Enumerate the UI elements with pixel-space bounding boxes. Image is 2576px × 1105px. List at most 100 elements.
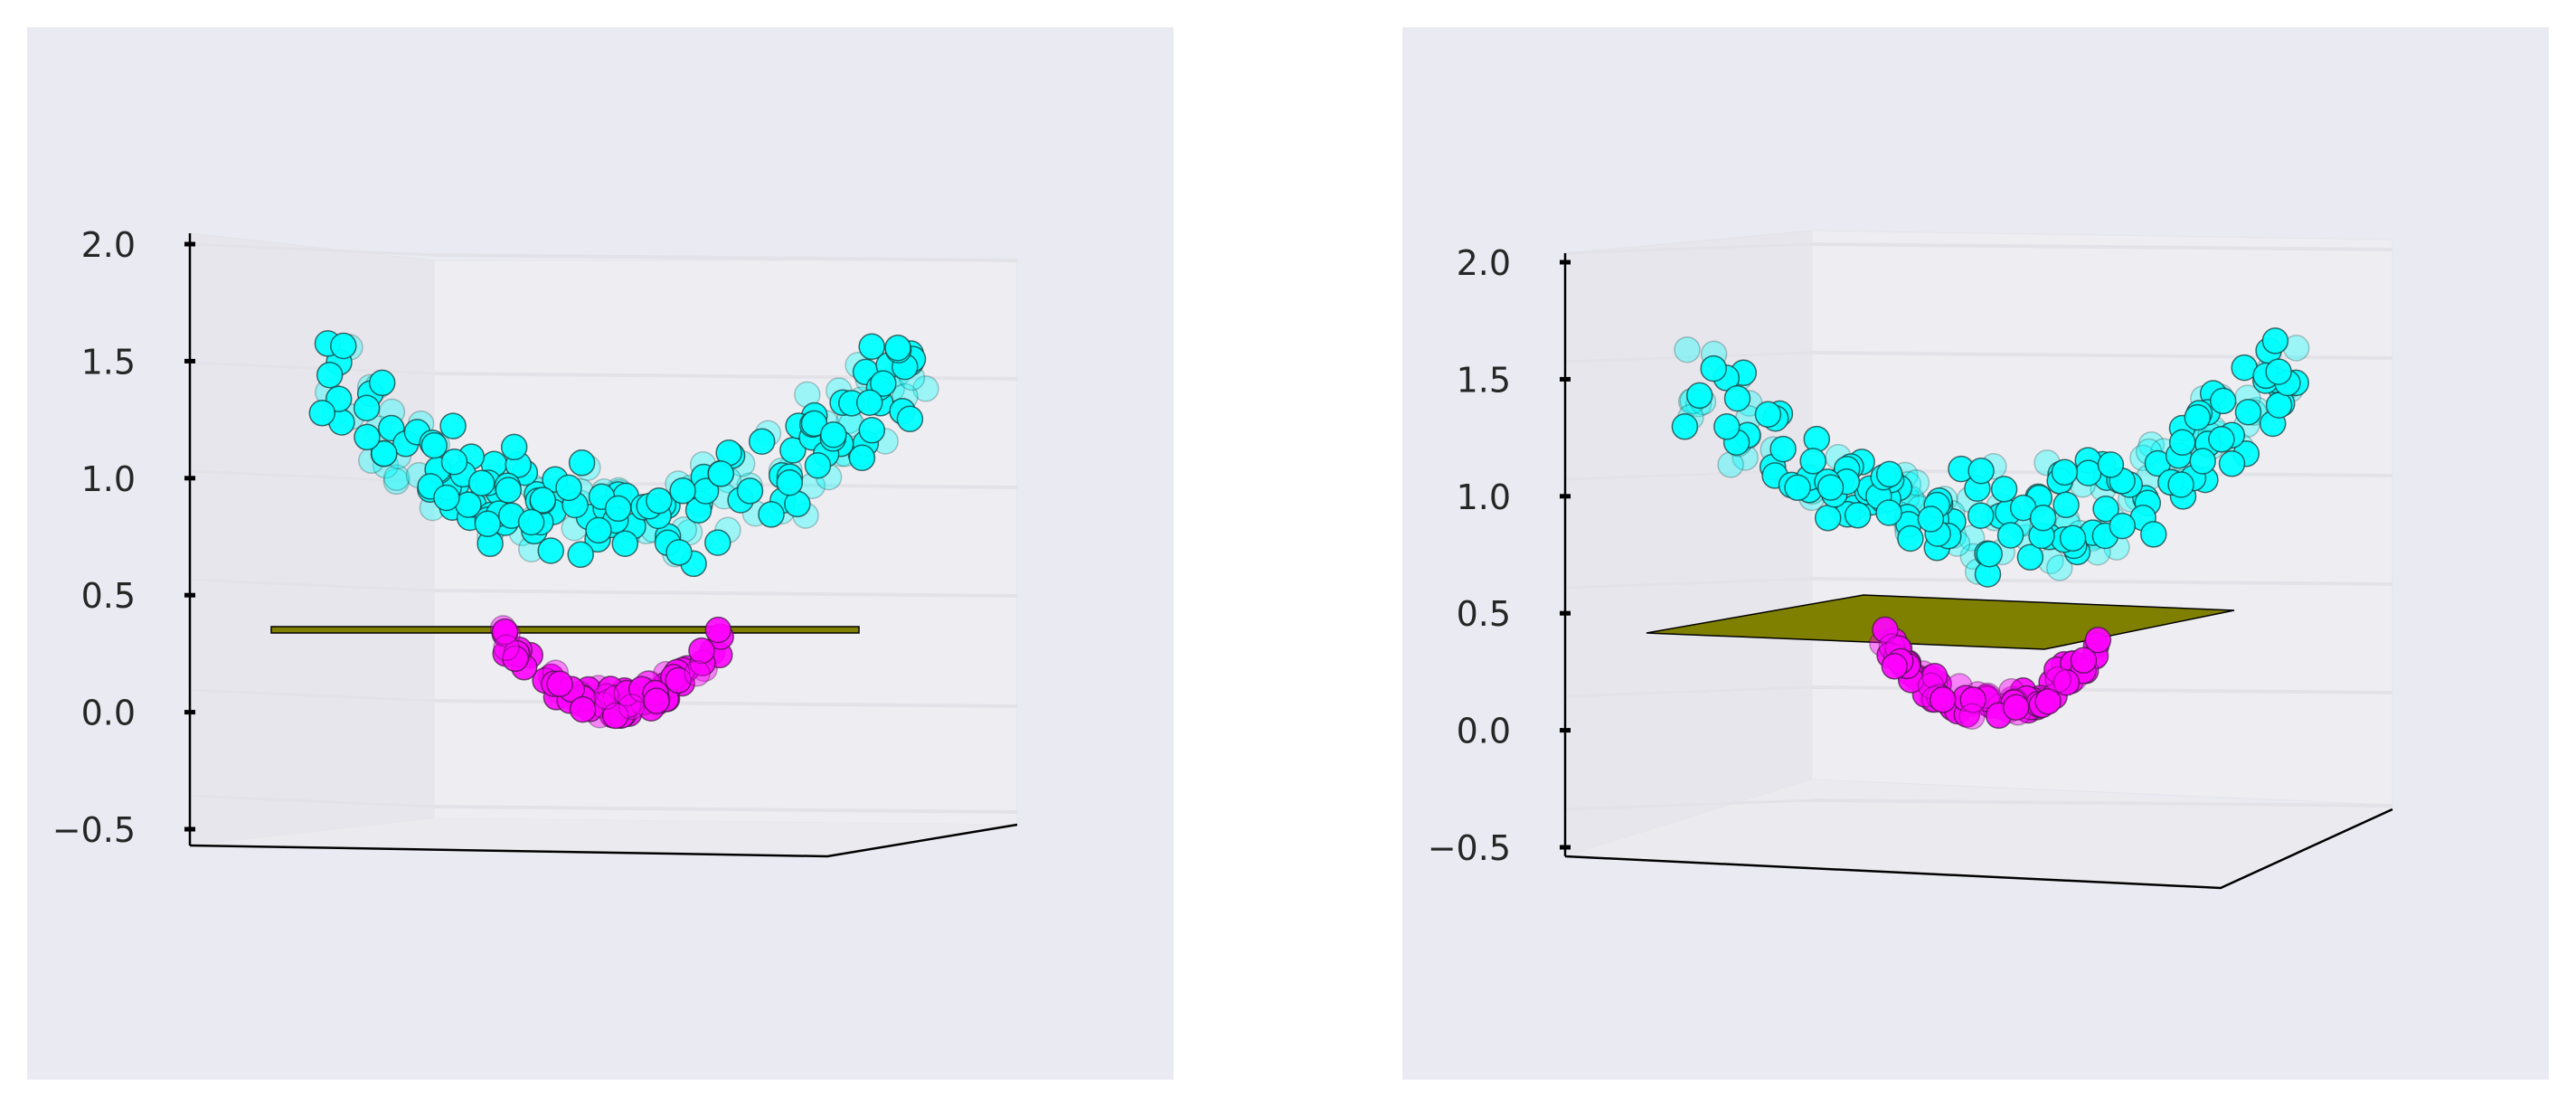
cyan-point-111 [1723,384,1751,412]
cyan-point-226 [495,477,523,504]
magenta-point-94 [618,693,646,721]
cyan-point-109 [704,529,731,556]
z-tick-label-4: 0.0 [1457,712,1511,751]
z-tick-label-2: 1.0 [1457,477,1511,517]
cyan-point-157 [858,333,885,361]
magenta-point-84 [601,702,629,730]
cyan-point-150 [1769,435,1797,463]
cyan-point-222 [1844,502,1872,529]
cyan-point-195 [1803,425,1831,453]
z-tick-label-3: 0.5 [1457,594,1511,634]
left-3d-chart-panel: 2.0 1.5 1.0 0.5 0.0 −0.5 [27,27,1174,1080]
magenta-point-89 [1929,686,1957,713]
floor-edge [1564,808,2393,890]
cyan-point-177 [776,468,804,496]
cyan-point-18 [1674,335,1701,364]
cyan-point-159 [748,428,776,455]
cyan-point-205 [354,423,381,451]
magenta-point-92 [1959,686,1986,713]
cyan-point-198 [316,361,344,389]
z-tick-label-4: 0.0 [81,694,136,733]
cyan-point-220 [1990,476,2018,503]
cyan-point-206 [858,417,886,444]
cyan-point-163 [1967,502,1995,529]
cyan-point-124 [2234,398,2262,426]
magenta-point-82 [684,659,711,687]
cyan-point-223 [440,448,468,476]
grid-line-0 [433,253,1018,262]
z-tick-label-3: 0.5 [81,576,136,616]
grid-line-left-4 [189,688,435,703]
magenta-point-91 [2070,647,2098,675]
magenta-point-93 [1958,703,1986,731]
grid-line-left-1 [1564,351,1813,364]
z-tick-label-5: −0.5 [52,810,136,850]
cyan-point-199 [439,412,467,439]
magenta-point-87 [592,683,620,711]
cyan-point-223 [1784,474,1811,502]
cyan-point-224 [308,400,336,427]
grid-line-left-4 [1564,685,1813,698]
cyan-point-130 [736,477,764,505]
cyan-point-180 [804,451,832,479]
cyan-point-99 [2016,543,2044,571]
cyan-point-2 [382,468,410,496]
cyan-point-215 [585,516,612,544]
grid-line-left-5 [189,794,435,808]
cyan-point-214 [665,539,693,566]
back-left-pane [1564,230,1813,857]
cyan-point-217 [2167,471,2194,498]
cyan-point-208 [2189,448,2216,475]
cyan-point-144 [758,501,785,528]
cyan-point-218 [1897,524,1924,552]
magenta-point-86 [1881,653,1909,680]
floor-edge [189,823,1018,858]
grid-line-3 [433,589,1018,598]
cyan-point-160 [669,477,696,505]
magenta-point-92 [493,634,520,662]
cyan-point-197 [1814,505,1842,532]
grid-line-5 [433,805,1018,814]
grid-line-left-3 [189,578,435,592]
cyan-point-211 [529,486,557,514]
cyan-point-182 [2265,392,2293,419]
grid-line-left-3 [1564,577,1813,590]
cyan-point-178 [611,530,639,557]
cyan-point-174 [1976,540,2003,568]
z-tick-label-0: 2.0 [81,225,136,265]
cyan-point-217 [433,484,460,512]
cyan-point-229 [1875,499,1902,526]
cyan-point-229 [896,405,924,433]
cyan-point-188 [2184,403,2212,431]
cyan-point-225 [820,420,847,449]
back-left-pane [189,232,435,846]
cyan-point-212 [2265,358,2292,385]
grid-line-left-5 [1564,798,1813,811]
cyan-point-177 [2218,450,2246,477]
cyan-point-227 [330,332,357,360]
cyan-point-116 [848,444,876,472]
cyan-point-190 [1671,413,1699,440]
cyan-point-220 [884,334,911,362]
magenta-point-93 [643,687,670,714]
cyan-point-208 [707,460,735,487]
magenta-point-78 [688,637,715,665]
cyan-point-194 [2208,426,2235,453]
magenta-point-88 [2034,687,2062,715]
cyan-point-200 [474,510,502,538]
cyan-point-191 [2051,458,2079,486]
cyan-point-228 [604,495,632,523]
cyan-point-219 [517,508,545,536]
grid-line-left-0 [189,242,435,257]
cyan-point-227 [2140,521,2167,548]
cyan-point-19 [912,375,939,402]
z-tick-label-1: 1.5 [81,342,136,382]
grid-line-3 [1811,577,2393,586]
grid-line-1 [433,372,1018,381]
magenta-point-70 [665,666,692,694]
grid-line-0 [1811,242,2393,251]
cyan-point-218 [855,389,883,416]
grid-line-5 [1811,798,2393,808]
cyan-point-226 [2168,429,2196,457]
cyan-point-108 [371,439,398,468]
